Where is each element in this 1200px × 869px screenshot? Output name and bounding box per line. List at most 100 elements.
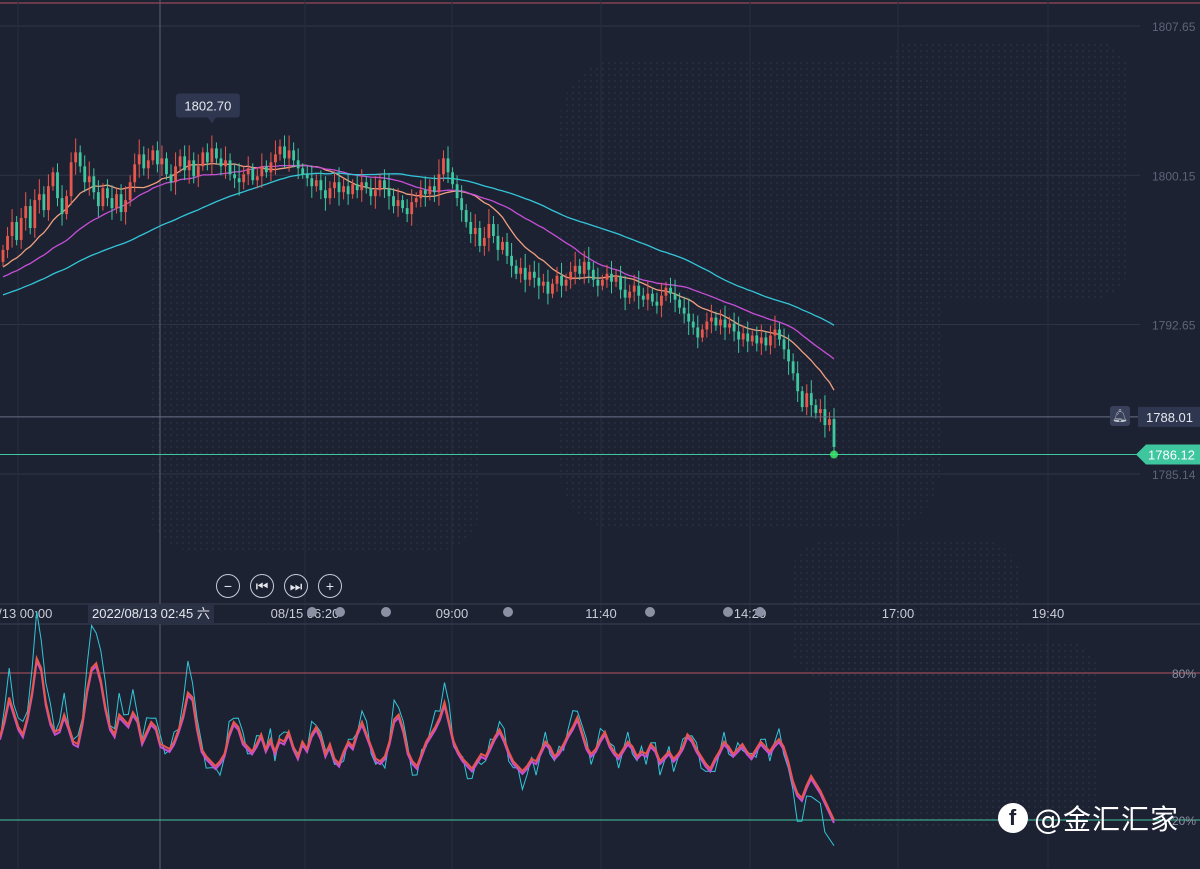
candle-body (47, 186, 50, 211)
candle-body (301, 168, 305, 175)
candle-body (551, 283, 554, 294)
candle-body (809, 393, 813, 406)
candle-body (814, 405, 818, 414)
candle-body (614, 275, 618, 282)
candle-body (782, 339, 786, 350)
candle-body (605, 273, 609, 280)
candle-body (573, 265, 577, 272)
candle-body (546, 281, 550, 294)
candle-body (215, 148, 218, 159)
candle-body (87, 176, 91, 183)
candle-body (405, 208, 409, 215)
candle-body (601, 279, 604, 286)
candle-body (705, 321, 709, 330)
candle-body (501, 241, 504, 250)
candle-body (246, 168, 250, 175)
candle-body (750, 335, 754, 342)
candle-body (660, 295, 663, 306)
candle-body (478, 228, 482, 246)
last-price-label: 1786.12 (1148, 447, 1195, 462)
candle-body (224, 160, 227, 167)
zoom-in-button[interactable]: + (318, 574, 342, 598)
candle-body (264, 166, 268, 173)
candle-body (137, 154, 141, 165)
oscillator-series-red (0, 654, 835, 821)
axis-labels: 1807.65 1800.15 1792.65 1785.14 08/13 00:00 0… (0, 20, 1196, 621)
candle-body (6, 235, 9, 250)
candle-body (728, 323, 731, 328)
candle-body (596, 279, 600, 286)
max-price-pointer (207, 117, 216, 124)
candle-body (74, 152, 78, 163)
candle-body (650, 293, 654, 302)
candle-body (700, 329, 704, 338)
candle-body (324, 190, 327, 199)
candle-body (678, 299, 682, 308)
candle-body (482, 237, 486, 246)
candle-body (564, 279, 568, 286)
candle-body (787, 349, 790, 362)
candle-body (196, 166, 200, 177)
candle-body (110, 198, 114, 209)
candle-body (155, 150, 159, 165)
time-tick-label: 08/13 00:00 (0, 606, 52, 621)
oscillator-tick-label: 20% (1172, 814, 1196, 828)
candle-body (469, 222, 473, 234)
candle-body (174, 166, 177, 183)
candle-body (528, 271, 532, 280)
bell-icon[interactable]: 🔔︎ (1110, 406, 1130, 426)
candle-body (373, 190, 377, 197)
candle-body (396, 200, 400, 207)
candle-body (759, 337, 763, 344)
candle-body (432, 186, 436, 193)
candle-body (278, 146, 282, 155)
candle-body (169, 174, 173, 183)
candle-body (346, 186, 350, 195)
moving-average-lines (2, 162, 835, 391)
candle-body (228, 160, 232, 175)
candle-body (578, 265, 582, 274)
candle-body (133, 164, 137, 183)
ma-mid-line (2, 164, 835, 360)
candle-body (92, 176, 96, 193)
candle-body (142, 154, 146, 169)
candle-body (178, 156, 182, 167)
zoom-out-button[interactable]: − (216, 574, 240, 598)
candle-body (619, 275, 622, 290)
zoom-controls: − ⏮ ⏭ + (216, 574, 342, 598)
candle-body (687, 313, 691, 322)
candle-body (737, 331, 741, 340)
event-marker (381, 607, 391, 617)
candle-body (732, 323, 736, 332)
candle-body (523, 267, 527, 280)
candle-body (146, 160, 150, 169)
candle-body (582, 261, 586, 274)
candle-body (255, 176, 259, 181)
candle-body (342, 186, 345, 193)
candle-body (65, 196, 68, 215)
candle-body (437, 174, 441, 193)
candle-body (832, 419, 836, 447)
candle-body (392, 196, 395, 207)
candle-body (283, 146, 286, 159)
candle-body (428, 186, 432, 195)
candle-body (15, 222, 19, 240)
candle-body (505, 241, 509, 256)
candle-body (828, 419, 831, 426)
candle-body (719, 319, 722, 326)
candle-body (664, 287, 668, 296)
candle-body (591, 269, 595, 280)
crosshair-time-label: 2022/08/13 02:45 六 (88, 604, 214, 624)
price-overlays: 1802.70 1788.01 1786.12 (0, 93, 1200, 465)
skip-forward-icon[interactable]: ⏭ (284, 574, 308, 598)
candle-body (496, 235, 500, 250)
candle-body (537, 277, 541, 286)
candle-body (764, 337, 768, 346)
time-tick-label: 09:00 (436, 606, 469, 621)
candle-body (115, 194, 118, 209)
candle-body (709, 317, 713, 322)
oscillator-series-cyan (0, 611, 835, 846)
facebook-icon: f (998, 803, 1028, 833)
event-marker (645, 607, 655, 617)
skip-back-icon[interactable]: ⏮ (250, 574, 274, 598)
